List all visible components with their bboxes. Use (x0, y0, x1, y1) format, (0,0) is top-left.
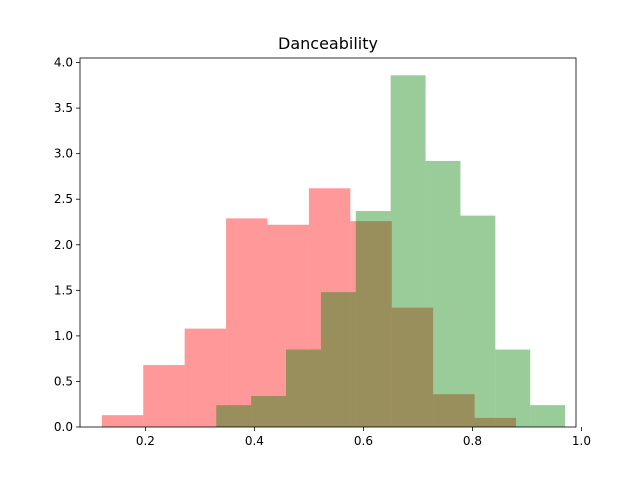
y-tick-label: 1.5 (54, 283, 73, 297)
histogram-bar-series-0-bin-9 (474, 417, 517, 427)
histogram-bar-series-1-bin-5 (390, 75, 426, 428)
y-tick-label: 0.5 (54, 374, 73, 388)
y-tick-label: 4.0 (54, 56, 73, 70)
histogram-bar-series-0-bin-0 (101, 415, 144, 427)
histogram-bar-series-0-bin-1 (143, 365, 185, 427)
x-tick-label: 0.2 (136, 434, 155, 448)
histogram-bar-series-0-bin-4 (267, 224, 309, 427)
histogram-bar-series-1-bin-1 (251, 396, 287, 427)
y-tick-label: 3.5 (54, 101, 73, 115)
histogram-bar-series-1-bin-6 (425, 160, 461, 427)
y-tick-label: 1.0 (54, 329, 73, 343)
histogram-bar-series-1-bin-2 (286, 349, 321, 427)
plot-frame (79, 57, 577, 428)
histogram-bar-series-1-bin-4 (355, 211, 391, 427)
histogram-bar-series-0-bin-5 (308, 188, 351, 427)
y-tick-label: 2.5 (54, 192, 73, 206)
x-tick-label: 0.6 (354, 434, 373, 448)
y-tick-label: 2.0 (54, 238, 73, 252)
histogram-bar-series-1-bin-7 (460, 215, 496, 427)
histogram-bar-series-0-bin-2 (184, 328, 227, 427)
x-tick-label: 0.4 (245, 434, 264, 448)
histogram-bar-series-0-bin-6 (350, 221, 392, 427)
histogram-bar-series-0-bin-7 (391, 307, 434, 427)
histogram-bar-series-1-bin-3 (320, 292, 356, 427)
y-tick-label: 0.0 (54, 420, 73, 434)
x-tick-label: 1.0 (572, 434, 591, 448)
x-tick-label: 0.8 (463, 434, 482, 448)
axes-group: 0.2 0.4 0.6 0.8 1.0 0.0 0.5 1.0 1.5 2.0 2.5 3.0 3.5 4… (54, 56, 591, 448)
histogram-bar-series-1-bin-9 (530, 405, 566, 427)
chart-title: Danceability (278, 34, 378, 53)
y-tick-label: 3.0 (54, 147, 73, 161)
histogram-bar-series-0-bin-8 (433, 394, 475, 427)
bars-group (101, 75, 566, 428)
histogram-bar-series-1-bin-0 (216, 405, 252, 427)
histogram-bar-series-0-bin-3 (226, 218, 268, 427)
histogram-bar-series-1-bin-8 (495, 349, 531, 427)
